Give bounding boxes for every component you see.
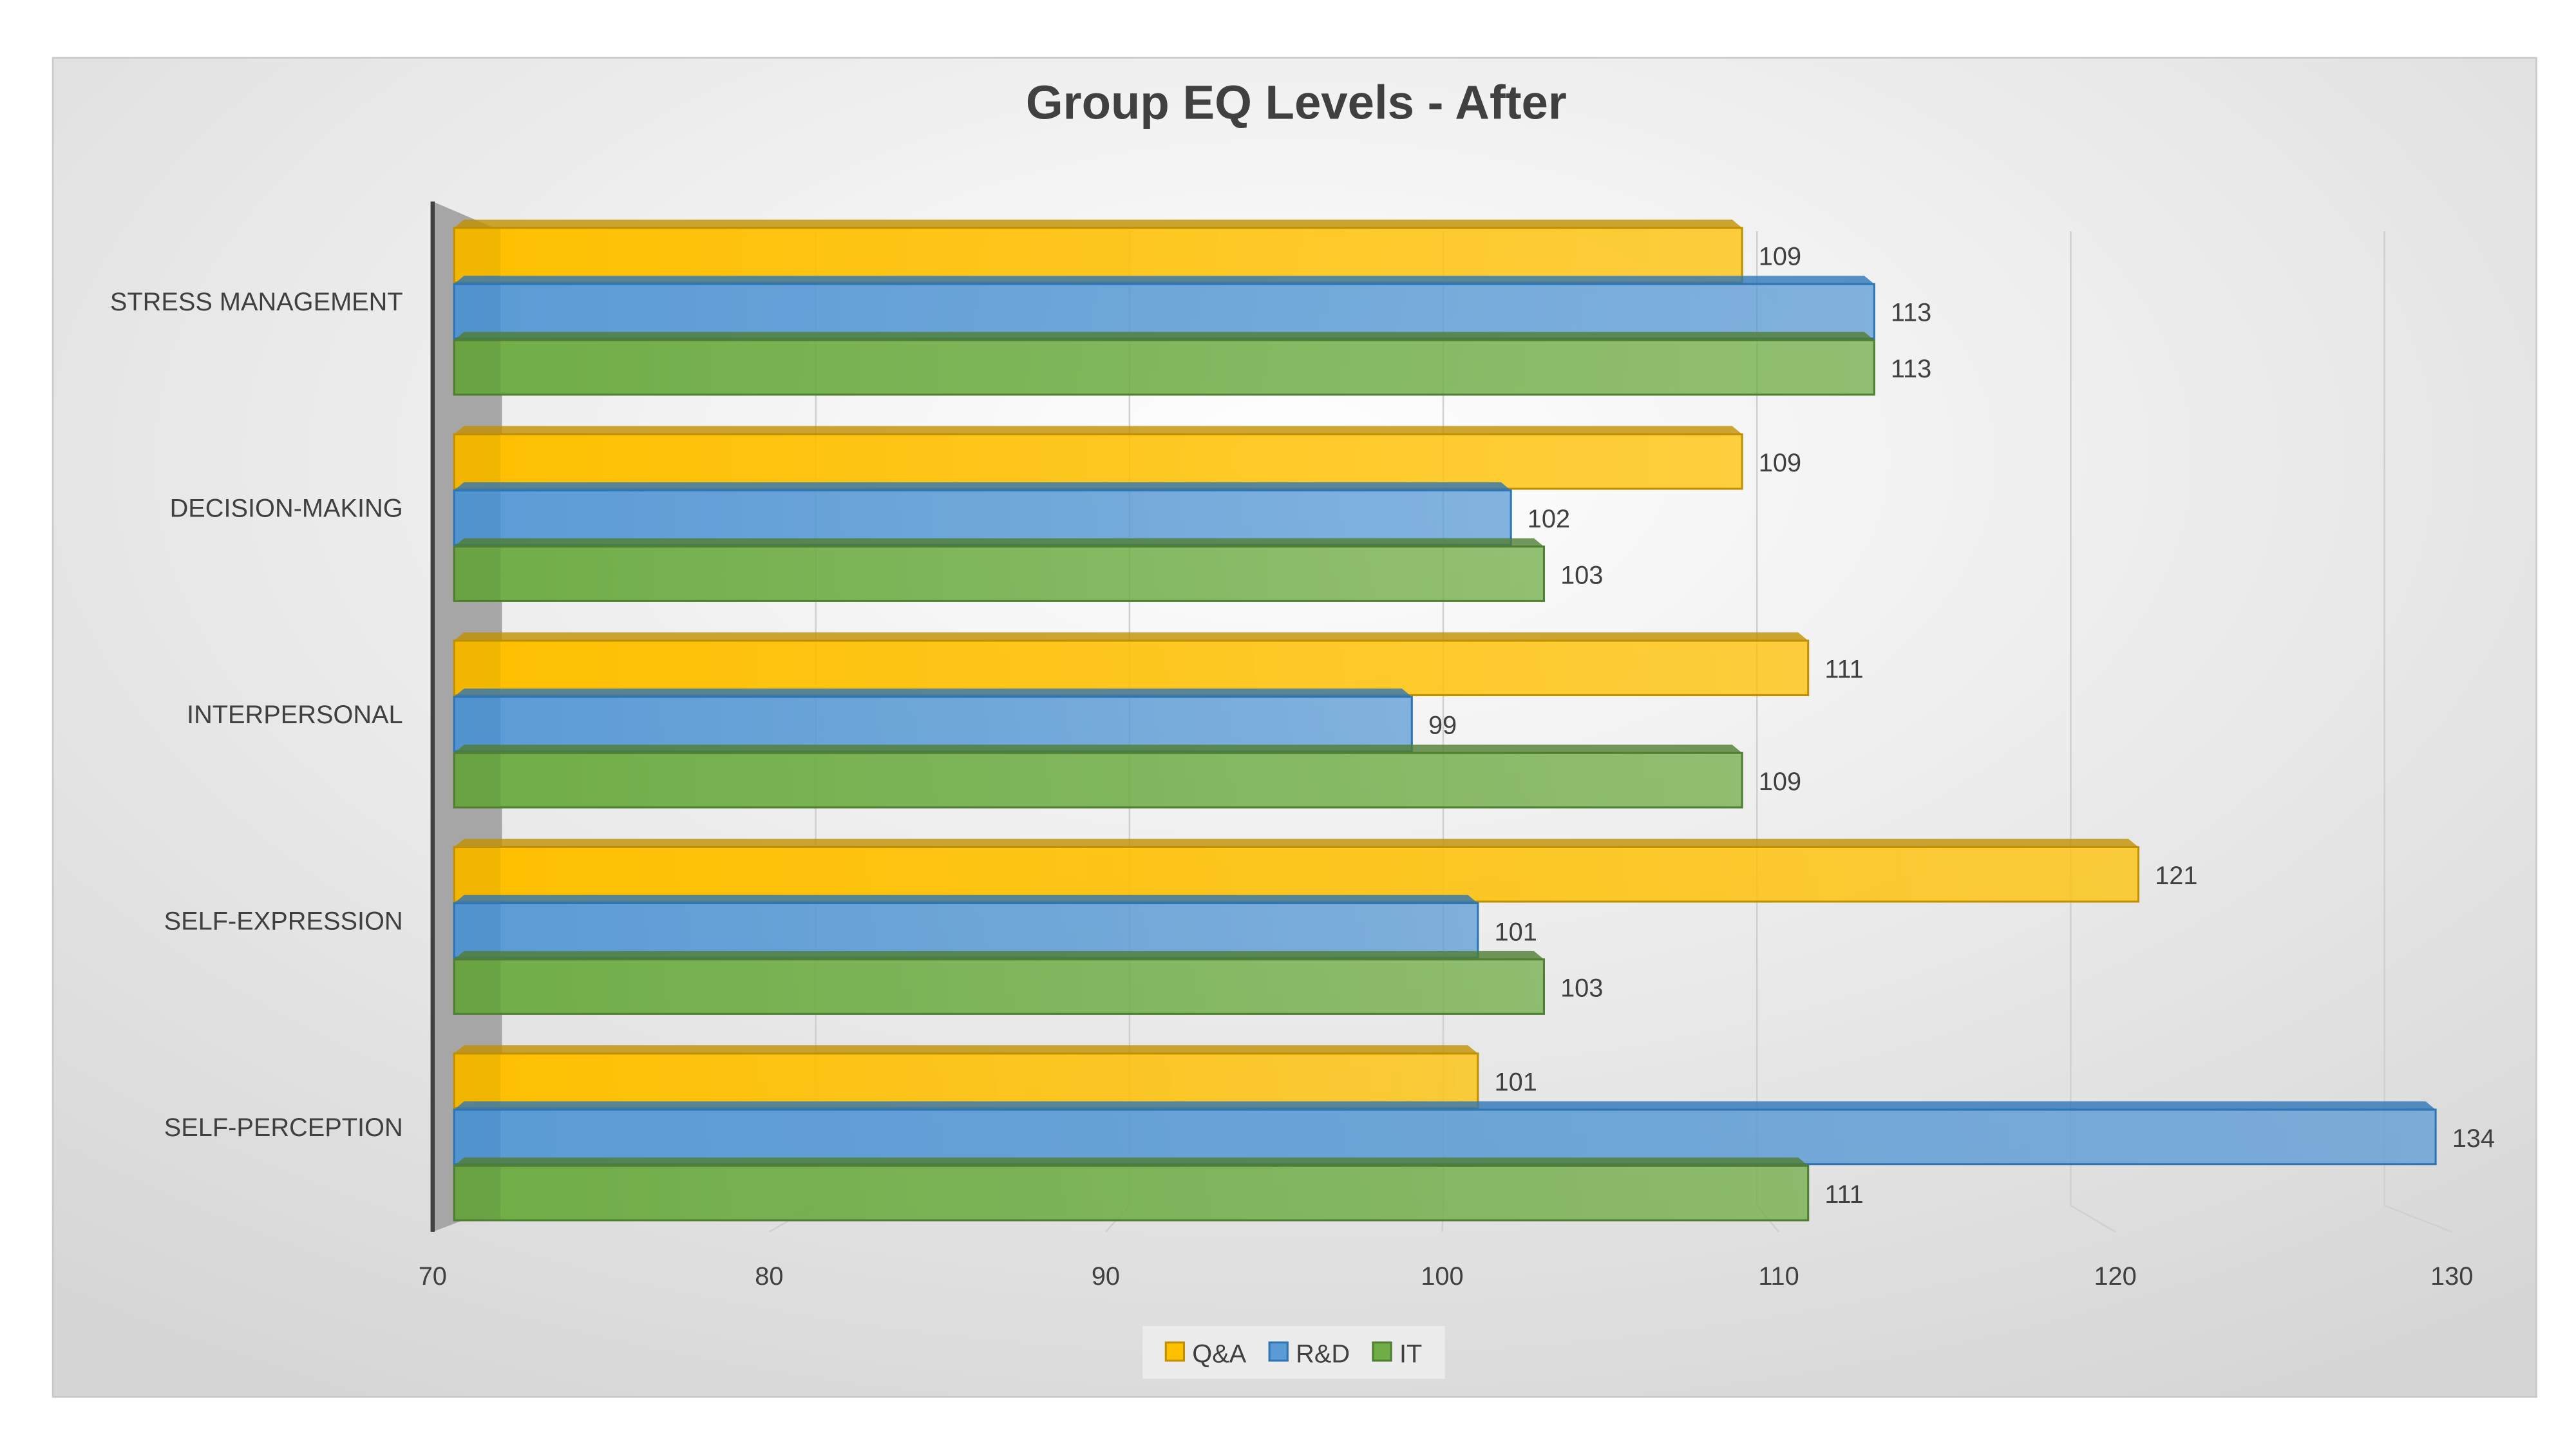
bar-top-face <box>454 688 1412 697</box>
bar-front-face <box>453 545 1545 602</box>
bar-front-face <box>453 696 1413 753</box>
data-label: 101 <box>1495 1068 1537 1097</box>
category-label: STRESS MANAGEMENT <box>110 288 403 316</box>
bar-side-shade <box>454 434 500 489</box>
legend-swatch <box>1164 1341 1186 1362</box>
data-label: 111 <box>1824 1180 1863 1209</box>
bar-side-shade <box>454 227 500 283</box>
bar-side-shade <box>454 284 500 339</box>
bar-side-shade <box>454 697 500 752</box>
bar-rd: 102 <box>453 482 1570 546</box>
data-label: 99 <box>1428 712 1457 740</box>
bar-front-face <box>453 639 1810 697</box>
bar-it: 111 <box>453 1157 1864 1222</box>
bar-qa: 109 <box>453 220 1801 284</box>
legend-swatch <box>1268 1341 1289 1362</box>
legend: Q&A R&D IT <box>1142 1325 1445 1379</box>
bar-top-face <box>454 895 1478 904</box>
bar-front-face <box>453 902 1479 959</box>
x-tick-label: 90 <box>1092 1262 1120 1291</box>
x-tick-label: 80 <box>755 1262 783 1291</box>
bar-top-face <box>454 220 1743 228</box>
data-label: 134 <box>2452 1124 2495 1153</box>
bar-top-face <box>454 426 1743 435</box>
bar-rd: 113 <box>453 276 1931 340</box>
bar-top-face <box>454 276 1875 285</box>
bar-rd: 99 <box>453 688 1457 753</box>
bar-top-face <box>454 1101 2436 1110</box>
category-label: SELF-EXPRESSION <box>164 907 403 936</box>
bar-it: 113 <box>453 332 1931 396</box>
legend-label: Q&A <box>1192 1340 1246 1368</box>
bar-front-face <box>453 433 1743 490</box>
bar-side-shade <box>454 753 500 808</box>
legend-label: IT <box>1399 1340 1422 1368</box>
bar-rd: 101 <box>453 895 1537 959</box>
data-label: 109 <box>1759 768 1801 796</box>
bar-side-shade <box>454 640 500 696</box>
data-label: 111 <box>1824 656 1863 684</box>
bar-top-face <box>454 482 1511 491</box>
category-label: INTERPERSONAL <box>187 701 403 729</box>
bar-front-face <box>453 227 1743 284</box>
data-label: 102 <box>1528 505 1570 533</box>
bar-qa: 101 <box>453 1045 1537 1110</box>
bar-side-shade <box>454 1053 500 1108</box>
bar-front-face <box>453 846 2140 903</box>
category-label: DECISION-MAKING <box>170 495 403 523</box>
bar-side-shade <box>454 847 500 902</box>
x-tick-label: 100 <box>1421 1262 1463 1291</box>
bar-front-face <box>453 958 1545 1015</box>
bar-top-face <box>454 838 2139 848</box>
category-label: SELF-PERCEPTION <box>164 1113 403 1142</box>
bar-front-face <box>453 1164 1810 1222</box>
bar-top-face <box>454 1157 1808 1166</box>
x-tick-label: 130 <box>2430 1262 2473 1291</box>
bar-side-shade <box>454 959 500 1014</box>
floor-gridline <box>2070 1204 2116 1233</box>
data-label: 113 <box>1891 355 1931 383</box>
bar-top-face <box>454 632 1808 641</box>
bar-it: 109 <box>453 744 1801 809</box>
x-tick-label: 110 <box>1758 1262 1799 1291</box>
bar-front-face <box>453 489 1512 546</box>
x-tick-label: 70 <box>419 1262 447 1291</box>
bar-top-face <box>454 332 1875 341</box>
legend-swatch <box>1372 1341 1392 1362</box>
data-label: 103 <box>1560 561 1603 589</box>
bar-top-face <box>454 951 1544 960</box>
legend-label: R&D <box>1296 1340 1350 1368</box>
bar-side-shade <box>454 903 500 958</box>
bar-top-face <box>454 538 1544 547</box>
bar-top-face <box>454 744 1743 753</box>
bar-front-face <box>453 752 1743 809</box>
bar-it: 103 <box>453 538 1603 602</box>
bar-front-face <box>453 1108 2437 1166</box>
bar-side-shade <box>454 490 500 545</box>
data-label: 109 <box>1759 449 1801 477</box>
bar-rd: 134 <box>453 1101 2495 1166</box>
floor-gridline <box>2384 1204 2452 1233</box>
bar-side-shade <box>454 340 500 395</box>
data-label: 121 <box>2155 862 2197 890</box>
x-tick-label: 120 <box>2094 1262 2136 1291</box>
bar-front-face <box>453 1052 1479 1110</box>
bar-front-face <box>453 283 1875 340</box>
data-label: 109 <box>1759 243 1801 271</box>
bar-side-shade <box>454 1110 500 1164</box>
bar-side-shade <box>454 1166 500 1220</box>
data-label: 101 <box>1495 918 1537 946</box>
chart-title: Group EQ Levels - After <box>1026 76 1567 129</box>
data-label: 113 <box>1891 299 1931 327</box>
bar-top-face <box>454 1045 1478 1054</box>
bar-front-face <box>453 339 1875 396</box>
bar-qa: 121 <box>453 838 2197 903</box>
bar-it: 103 <box>453 951 1603 1015</box>
bar-qa: 109 <box>453 426 1801 490</box>
data-label: 103 <box>1560 974 1603 1002</box>
bar-qa: 111 <box>453 632 1864 697</box>
bar-side-shade <box>454 546 500 601</box>
